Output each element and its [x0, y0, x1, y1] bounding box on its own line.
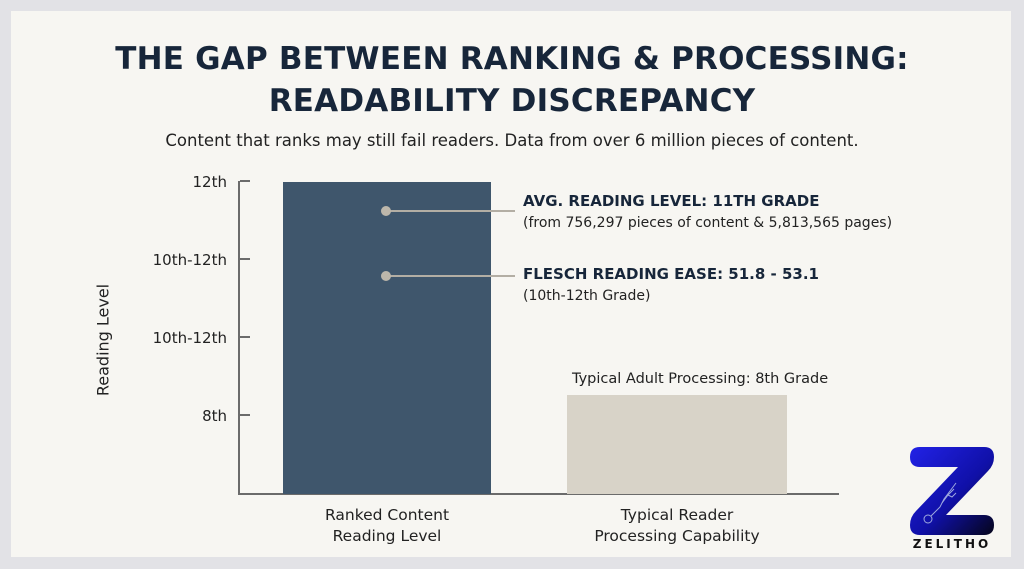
x-axis-line	[238, 493, 839, 495]
callout-dot	[381, 206, 391, 216]
x-category-label-ranked: Ranked Content Reading Level	[325, 505, 449, 547]
y-tick	[240, 336, 250, 338]
bar-typical-reader	[567, 395, 787, 494]
infographic-card	[11, 11, 1011, 557]
y-tick-label: 10th-12th	[152, 251, 227, 269]
chart-title-line1: THE GAP BETWEEN RANKING & PROCESSING:	[115, 41, 909, 77]
callout-avg-reading-level-detail: (from 756,297 pieces of content & 5,813,…	[523, 215, 893, 231]
chart-title-line2: READABILITY DISCREPANCY	[268, 83, 756, 119]
x-category-line2: Processing Capability	[594, 527, 760, 545]
bar-ranked-content	[283, 182, 491, 494]
chart-subtitle: Content that ranks may still fail reader…	[165, 131, 859, 150]
callout-flesch-reading-ease-detail: (10th-12th Grade)	[523, 288, 651, 304]
y-tick-label: 12th	[192, 173, 227, 191]
x-category-line2: Reading Level	[332, 527, 442, 545]
y-tick	[240, 258, 250, 260]
callout-connector-line	[386, 275, 515, 277]
callout-connector-line	[386, 210, 515, 212]
y-axis-label: Reading Level	[93, 283, 113, 397]
y-axis-line	[238, 181, 240, 495]
callout-dot	[381, 271, 391, 281]
y-tick-label: 10th-12th	[152, 329, 227, 347]
bar-annotation-adult-processing: Typical Adult Processing: 8th Grade	[572, 371, 829, 387]
brand-name: ZELITHO	[912, 537, 992, 551]
callout-avg-reading-level: AVG. READING LEVEL: 11TH GRADE	[523, 192, 820, 210]
callout-flesch-reading-ease: FLESCH READING EASE: 51.8 - 53.1	[523, 265, 819, 283]
zelitho-z-logo-icon	[910, 447, 994, 535]
x-category-line1: Typical Reader	[620, 506, 734, 524]
y-tick	[240, 180, 250, 182]
y-tick	[240, 414, 250, 416]
x-category-line1: Ranked Content	[324, 506, 450, 524]
x-category-label-reader: Typical Reader Processing Capability	[594, 505, 759, 547]
y-tick-label: 8th	[202, 407, 227, 425]
